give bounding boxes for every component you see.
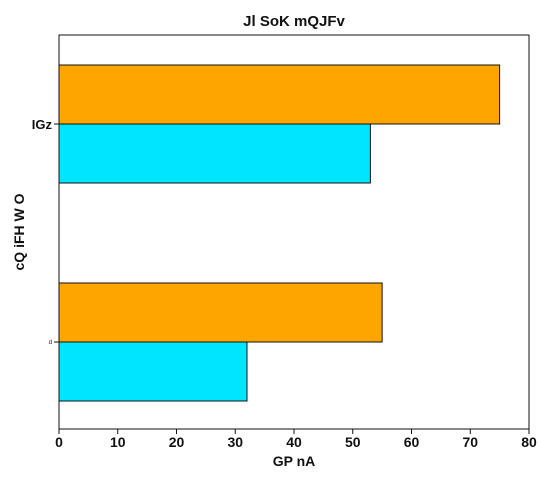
bars-layer — [58, 64, 501, 402]
x-tick-label: 30 — [227, 434, 243, 450]
x-tick-label: 10 — [110, 434, 126, 450]
y-axis: IGz d — [32, 117, 59, 346]
x-tick-label: 20 — [169, 434, 185, 450]
y-tick-label: d — [49, 340, 52, 346]
x-tick-label: 60 — [404, 434, 420, 450]
y-axis-label: cQ iFH W O — [11, 193, 27, 270]
bar-d-series-2 — [58, 341, 248, 402]
bar-igz-series-2 — [58, 123, 371, 184]
x-tick-label: 80 — [521, 434, 537, 450]
bar-d-series-1 — [58, 282, 383, 343]
x-axis: 0 10 20 30 40 50 60 70 80 — [55, 429, 537, 450]
x-tick-label: 0 — [55, 434, 63, 450]
x-axis-label: GP nA — [273, 453, 316, 469]
x-tick-label: 50 — [345, 434, 361, 450]
bar-igz-series-1 — [58, 64, 501, 125]
chart-title: Jl SoK mQJFv — [243, 13, 345, 30]
y-tick-label: IGz — [32, 117, 53, 132]
x-tick-label: 70 — [462, 434, 478, 450]
x-tick-label: 40 — [286, 434, 302, 450]
